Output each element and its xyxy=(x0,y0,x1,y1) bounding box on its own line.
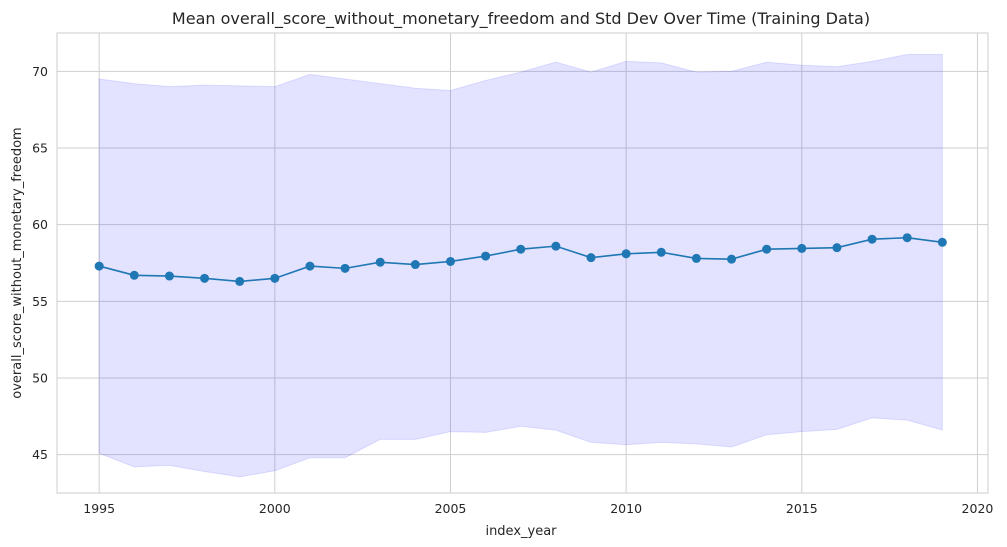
y-tick-label: 45 xyxy=(32,447,48,462)
y-tick-label: 60 xyxy=(32,217,48,232)
data-point xyxy=(621,249,631,259)
std-dev-band xyxy=(98,53,943,478)
data-point xyxy=(94,261,104,271)
std-dev-band-layer xyxy=(98,53,943,478)
x-axis-label: index_year xyxy=(485,524,557,539)
x-tick-label: 2010 xyxy=(610,501,642,516)
data-point xyxy=(867,234,877,244)
data-point xyxy=(481,251,491,261)
chart-title: Mean overall_score_without_monetary_free… xyxy=(172,9,870,29)
grid xyxy=(57,33,988,493)
data-point xyxy=(586,253,596,263)
data-point xyxy=(200,273,210,283)
y-tick-label: 55 xyxy=(32,294,48,309)
y-axis-ticks: 45 50 55 60 65 70 xyxy=(32,64,48,462)
y-tick-label: 70 xyxy=(32,64,48,79)
data-point xyxy=(340,263,350,273)
data-point xyxy=(235,276,245,286)
data-point xyxy=(551,241,561,251)
x-tick-label: 2005 xyxy=(435,501,467,516)
data-point xyxy=(445,256,455,266)
data-point xyxy=(164,271,174,281)
data-point xyxy=(832,243,842,253)
data-point xyxy=(797,243,807,253)
x-tick-label: 2020 xyxy=(962,501,994,516)
data-point xyxy=(129,270,139,280)
data-point xyxy=(902,233,912,243)
data-point xyxy=(410,260,420,270)
y-axis-label: overall_score_without_monetary_freedom xyxy=(10,127,25,398)
data-point xyxy=(727,254,737,264)
data-point xyxy=(516,244,526,254)
x-tick-label: 2000 xyxy=(259,501,291,516)
data-point xyxy=(305,261,315,271)
x-tick-label: 1995 xyxy=(83,501,115,516)
x-axis-ticks: 1995 2000 2005 2010 2015 2020 xyxy=(83,501,993,516)
data-point xyxy=(656,247,666,257)
y-tick-label: 50 xyxy=(32,371,48,386)
data-point xyxy=(270,273,280,283)
x-tick-label: 2015 xyxy=(786,501,818,516)
plot-frame xyxy=(56,32,989,494)
data-point xyxy=(762,244,772,254)
y-tick-label: 65 xyxy=(32,141,48,156)
data-point xyxy=(691,253,701,263)
marker-layer xyxy=(94,233,947,286)
data-point xyxy=(375,257,385,267)
data-point xyxy=(937,237,947,247)
